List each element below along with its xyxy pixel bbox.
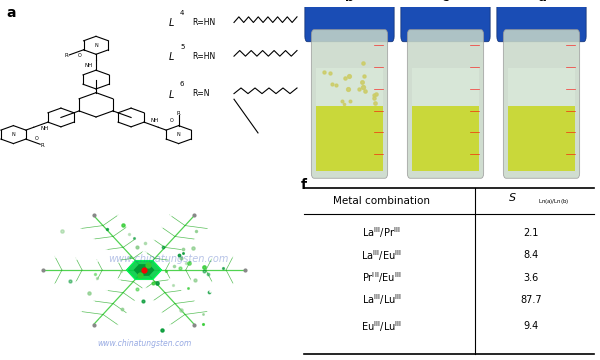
- FancyBboxPatch shape: [503, 30, 580, 178]
- Text: Pr$^{\rm III}$/Eu$^{\rm III}$: Pr$^{\rm III}$/Eu$^{\rm III}$: [362, 270, 401, 285]
- Bar: [508, 106, 575, 171]
- FancyBboxPatch shape: [305, 2, 394, 42]
- Text: N: N: [177, 132, 181, 137]
- Text: La$^{\rm III}$/Pr$^{\rm III}$: La$^{\rm III}$/Pr$^{\rm III}$: [362, 225, 401, 240]
- Text: www.chinatungsten.com: www.chinatungsten.com: [97, 339, 191, 348]
- Text: R=N: R=N: [192, 89, 209, 98]
- FancyBboxPatch shape: [401, 2, 490, 42]
- Text: $S$: $S$: [508, 191, 517, 203]
- Text: a: a: [6, 6, 16, 19]
- Bar: [316, 106, 383, 171]
- Text: $L$: $L$: [168, 87, 175, 100]
- Text: www.chinatungsten.com: www.chinatungsten.com: [108, 254, 228, 264]
- Text: O: O: [34, 136, 38, 141]
- FancyBboxPatch shape: [407, 30, 484, 178]
- Bar: [508, 68, 575, 106]
- Bar: [412, 106, 479, 171]
- Text: R: R: [65, 53, 68, 58]
- Text: $L$: $L$: [168, 50, 175, 62]
- Bar: [412, 68, 479, 106]
- Text: 9.4: 9.4: [524, 321, 539, 331]
- Text: R: R: [177, 111, 181, 116]
- Text: N: N: [94, 43, 98, 48]
- Text: 8.4: 8.4: [524, 250, 539, 260]
- FancyBboxPatch shape: [311, 30, 388, 178]
- Text: d: d: [537, 0, 546, 4]
- Text: Eu$^{\rm III}$/Lu$^{\rm III}$: Eu$^{\rm III}$/Lu$^{\rm III}$: [361, 319, 402, 334]
- Text: NH: NH: [151, 118, 159, 123]
- Text: La$^{\rm III}$/Eu$^{\rm III}$: La$^{\rm III}$/Eu$^{\rm III}$: [361, 248, 402, 262]
- Text: 4: 4: [180, 10, 184, 16]
- Text: $L$: $L$: [168, 17, 175, 28]
- Text: La$^{\rm III}$/Lu$^{\rm III}$: La$^{\rm III}$/Lu$^{\rm III}$: [362, 293, 401, 307]
- Polygon shape: [127, 261, 161, 279]
- Text: O: O: [170, 118, 174, 123]
- FancyBboxPatch shape: [497, 2, 586, 42]
- Text: e: e: [8, 187, 18, 201]
- Polygon shape: [134, 265, 154, 275]
- Text: NH: NH: [40, 126, 49, 131]
- Text: R=HN: R=HN: [192, 52, 215, 60]
- Text: b: b: [345, 0, 354, 4]
- Text: R: R: [41, 143, 44, 148]
- Text: NH: NH: [85, 63, 92, 68]
- Text: 2.1: 2.1: [524, 228, 539, 238]
- Bar: [316, 68, 383, 106]
- Text: c: c: [442, 0, 449, 4]
- Text: f: f: [301, 179, 307, 192]
- Text: R=HN: R=HN: [192, 18, 215, 27]
- Text: 87.7: 87.7: [521, 295, 542, 305]
- Text: Metal combination: Metal combination: [333, 196, 430, 206]
- Text: 3.6: 3.6: [524, 273, 539, 283]
- Text: N: N: [11, 132, 15, 137]
- Text: $_{\mathrm{Ln(a)/Ln(b)}}$: $_{\mathrm{Ln(a)/Ln(b)}}$: [538, 198, 569, 208]
- Text: 5: 5: [180, 44, 184, 50]
- Text: O: O: [78, 53, 82, 58]
- Text: 6: 6: [180, 81, 185, 87]
